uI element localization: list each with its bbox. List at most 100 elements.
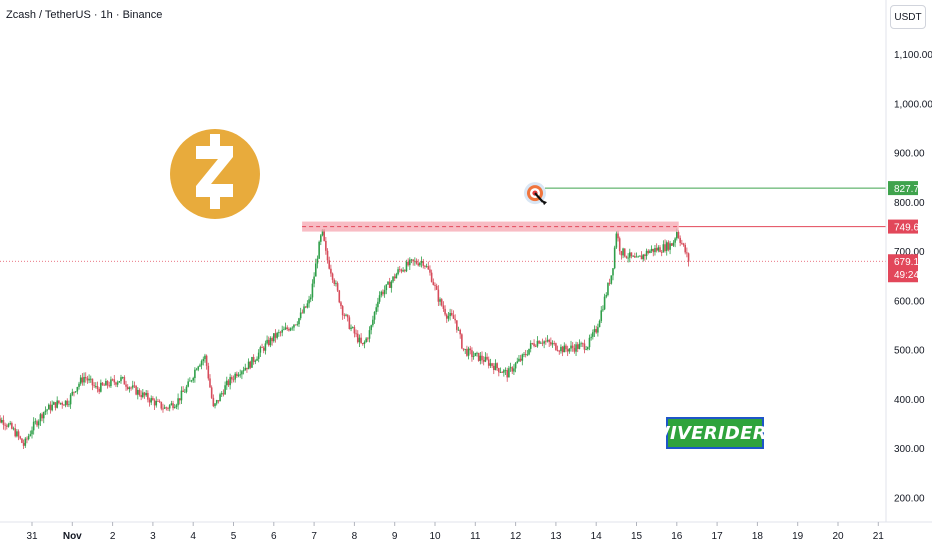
time-axis[interactable]: 31 Nov 2 3 4 5 6 7 8 9 10 11 12 13 14 15 16 17 18 19 20 21	[26, 522, 884, 542]
candle-body	[200, 361, 203, 366]
candle-body	[288, 328, 290, 331]
candle-body	[311, 283, 314, 298]
price-tick-label: 700.00	[894, 247, 925, 258]
candle-body	[78, 383, 80, 387]
currency-unit-button[interactable]: USDT	[890, 5, 926, 29]
candle-body	[585, 349, 587, 350]
candle-body	[524, 354, 527, 355]
candle-body	[167, 408, 169, 409]
candle-body	[234, 373, 236, 380]
candle-body	[262, 347, 265, 351]
candle-body	[425, 266, 428, 268]
candle-body	[113, 379, 116, 383]
candle-body	[461, 334, 463, 349]
candle-body	[165, 407, 168, 409]
candle-body	[318, 241, 320, 259]
candle-body	[430, 272, 433, 282]
candle-body	[19, 436, 22, 439]
candle-body	[41, 414, 43, 419]
candle-body	[415, 260, 418, 264]
resistance-price-label: 749.60	[888, 219, 925, 234]
candle-body	[175, 405, 178, 408]
candle-body	[21, 438, 23, 443]
candle-body	[597, 327, 599, 333]
candle-body	[261, 347, 263, 348]
candle-body	[481, 355, 483, 361]
time-tick-label: 12	[510, 531, 522, 542]
candle-body	[237, 374, 240, 377]
candle-body	[499, 372, 502, 373]
candle-body	[182, 390, 184, 392]
candle-body	[316, 258, 319, 264]
candle-body	[189, 380, 191, 382]
candle-body	[529, 343, 532, 349]
candle-body	[353, 327, 356, 334]
candle-body	[308, 299, 310, 304]
candle-body	[66, 400, 69, 405]
candle-body	[513, 368, 515, 372]
candle-body	[479, 355, 482, 361]
candle-body	[120, 377, 122, 382]
candle-body	[12, 428, 15, 430]
candle-body	[135, 385, 137, 395]
candle-body	[380, 291, 383, 296]
candle-body	[202, 359, 205, 362]
candle-body	[474, 352, 477, 357]
candle-body	[588, 337, 591, 348]
chart-title: Zcash / TetherUS · 1h · Binance	[6, 9, 163, 21]
candle-body	[551, 343, 554, 345]
candle-body	[383, 290, 386, 295]
candle-body	[314, 263, 317, 277]
candle-body	[2, 419, 5, 425]
target-icon[interactable]	[524, 182, 547, 206]
candle-body	[439, 299, 441, 302]
candle-body	[242, 370, 245, 372]
candle-body	[209, 378, 211, 388]
candle-body	[676, 232, 678, 239]
candle-body	[482, 360, 485, 362]
candle-body	[516, 361, 519, 364]
candle-body	[521, 354, 524, 361]
candle-body	[239, 374, 242, 376]
candle-body	[581, 343, 584, 345]
candle-body	[654, 248, 656, 253]
zcash-logo-icon	[170, 129, 260, 219]
candle-body	[669, 243, 671, 250]
candle-body	[662, 244, 665, 253]
candle-body	[241, 371, 243, 375]
price-tick-label: 1,100.00	[894, 50, 932, 61]
price-tick-label: 1,000.00	[894, 99, 932, 110]
candle-body	[590, 336, 592, 338]
candle-body	[61, 402, 64, 405]
candle-body	[276, 332, 278, 338]
resistance-zone[interactable]	[302, 221, 679, 232]
time-tick-label: 17	[712, 531, 724, 542]
candle-body	[442, 305, 445, 309]
candle-body	[64, 400, 67, 406]
candle-body	[558, 350, 561, 352]
candle-body	[153, 400, 156, 406]
candle-body	[296, 324, 299, 325]
candle-body	[447, 316, 450, 319]
time-tick-label: 19	[792, 531, 804, 542]
candle-body	[227, 380, 230, 386]
candle-body	[220, 393, 223, 395]
candle-body	[180, 390, 183, 401]
candle-body	[593, 329, 596, 333]
candle-body	[76, 386, 79, 392]
candle-body	[131, 385, 134, 388]
candle-body	[555, 343, 557, 350]
candle-body	[56, 400, 58, 408]
candle-body	[195, 369, 198, 371]
candle-body	[39, 414, 42, 422]
candle-body	[435, 285, 438, 290]
candle-body	[546, 339, 549, 342]
candle-body	[392, 276, 394, 282]
candle-body	[63, 404, 65, 406]
candle-body	[309, 297, 312, 300]
candle-body	[108, 385, 111, 387]
candle-body	[548, 339, 550, 343]
candle-body	[647, 250, 650, 253]
price-axis[interactable]: 200.00 300.00 400.00 500.00 600.00 700.00 800.…	[894, 50, 932, 504]
